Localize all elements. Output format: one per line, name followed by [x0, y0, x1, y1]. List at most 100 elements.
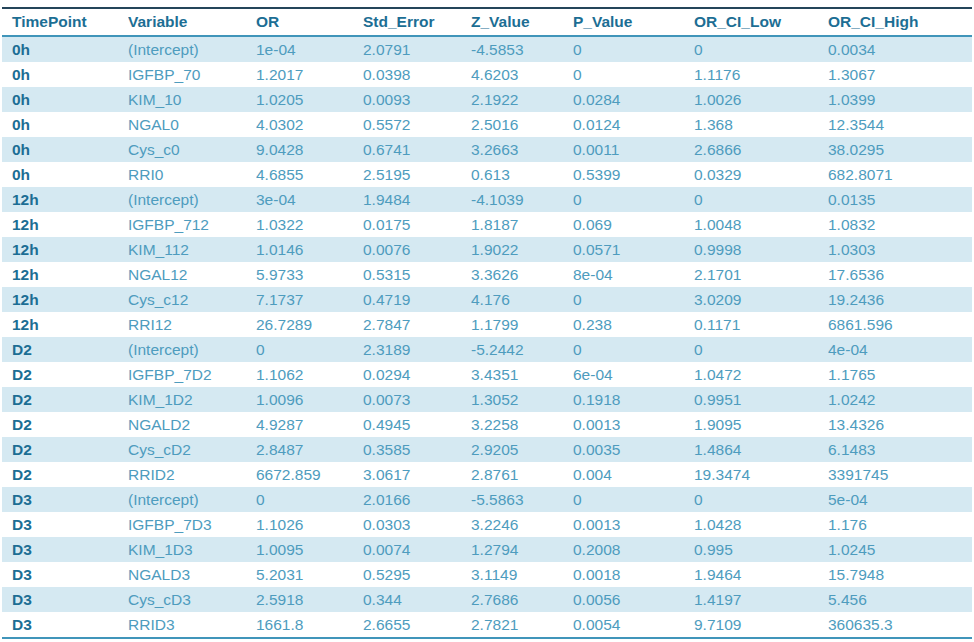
cell-std_error: 2.5195	[363, 162, 471, 187]
cell-or: 1.0095	[256, 537, 363, 562]
cell-or_ci_low: 1.9464	[694, 562, 828, 587]
cell-std_error: 0.4719	[363, 287, 471, 312]
cell-p_value: 0.069	[573, 212, 694, 237]
cell-or_ci_low: 2.1701	[694, 262, 828, 287]
cell-or: 0	[256, 337, 363, 362]
table-row: 0h(Intercept)1e-042.0791-4.5853000.0034	[2, 36, 972, 62]
cell-z_value: 2.8761	[471, 462, 573, 487]
cell-z_value: -5.2442	[471, 337, 573, 362]
table-row: D2Cys_cD22.84870.35852.92050.00351.48646…	[2, 437, 972, 462]
cell-std_error: 2.3189	[363, 337, 471, 362]
cell-std_error: 0.0398	[363, 62, 471, 87]
cell-z_value: 1.1799	[471, 312, 573, 337]
cell-std_error: 0.0076	[363, 237, 471, 262]
cell-timepoint: D3	[2, 612, 128, 638]
cell-variable: Cys_cD2	[128, 437, 256, 462]
table-row: D2(Intercept)02.3189-5.2442004e-04	[2, 337, 972, 362]
cell-p_value: 0.238	[573, 312, 694, 337]
cell-or_ci_low: 0.1171	[694, 312, 828, 337]
cell-timepoint: D2	[2, 462, 128, 487]
cell-timepoint: D3	[2, 487, 128, 512]
cell-variable: IGFBP_712	[128, 212, 256, 237]
cell-std_error: 0.4945	[363, 412, 471, 437]
cell-variable: (Intercept)	[128, 36, 256, 62]
cell-timepoint: D3	[2, 562, 128, 587]
cell-or_ci_high: 13.4326	[828, 412, 972, 437]
cell-z_value: 4.176	[471, 287, 573, 312]
cell-timepoint: 12h	[2, 212, 128, 237]
cell-or_ci_high: 19.2436	[828, 287, 972, 312]
cell-or: 6672.859	[256, 462, 363, 487]
cell-timepoint: D2	[2, 437, 128, 462]
cell-or: 5.9733	[256, 262, 363, 287]
cell-or: 1.2017	[256, 62, 363, 87]
cell-p_value: 0.0013	[573, 412, 694, 437]
cell-or_ci_low: 1.0428	[694, 512, 828, 537]
table-row: 0hRRI04.68552.51950.6130.53990.0329682.8…	[2, 162, 972, 187]
col-header-timepoint: TimePoint	[2, 8, 128, 36]
cell-or: 1.1062	[256, 362, 363, 387]
cell-p_value: 0.004	[573, 462, 694, 487]
cell-or: 1.0322	[256, 212, 363, 237]
col-header-or: OR	[256, 8, 363, 36]
cell-z_value: -4.5853	[471, 36, 573, 62]
cell-or: 4.9287	[256, 412, 363, 437]
cell-variable: KIM_112	[128, 237, 256, 262]
cell-variable: NGAL12	[128, 262, 256, 287]
cell-timepoint: 12h	[2, 287, 128, 312]
cell-or_ci_low: 19.3474	[694, 462, 828, 487]
cell-z_value: 3.2663	[471, 137, 573, 162]
cell-or_ci_high: 1.0242	[828, 387, 972, 412]
cell-p_value: 0.1918	[573, 387, 694, 412]
cell-std_error: 0.6741	[363, 137, 471, 162]
cell-z_value: 3.1149	[471, 562, 573, 587]
cell-timepoint: 12h	[2, 262, 128, 287]
cell-z_value: 1.2794	[471, 537, 573, 562]
table-row: 12hIGFBP_7121.03220.01751.81870.0691.004…	[2, 212, 972, 237]
cell-z_value: 3.3626	[471, 262, 573, 287]
cell-or: 4.6855	[256, 162, 363, 187]
cell-or_ci_high: 1.0832	[828, 212, 972, 237]
cell-or: 1.0205	[256, 87, 363, 112]
cell-variable: NGAL0	[128, 112, 256, 137]
cell-variable: RRI0	[128, 162, 256, 187]
cell-timepoint: D3	[2, 537, 128, 562]
col-header-or-ci-low: OR_CI_Low	[694, 8, 828, 36]
cell-z_value: 3.2258	[471, 412, 573, 437]
cell-or_ci_high: 38.0295	[828, 137, 972, 162]
cell-std_error: 0.5315	[363, 262, 471, 287]
cell-p_value: 0.0571	[573, 237, 694, 262]
cell-or_ci_high: 1.1765	[828, 362, 972, 387]
cell-or_ci_low: 1.9095	[694, 412, 828, 437]
cell-variable: (Intercept)	[128, 337, 256, 362]
cell-timepoint: D3	[2, 587, 128, 612]
table-row: 0hNGAL04.03020.55722.50160.01241.36812.3…	[2, 112, 972, 137]
cell-or_ci_high: 15.7948	[828, 562, 972, 587]
cell-timepoint: 0h	[2, 36, 128, 62]
cell-or: 5.2031	[256, 562, 363, 587]
cell-timepoint: D3	[2, 512, 128, 537]
cell-p_value: 0.0054	[573, 612, 694, 638]
cell-variable: IGFBP_70	[128, 62, 256, 87]
cell-p_value: 0.0018	[573, 562, 694, 587]
cell-variable: KIM_1D2	[128, 387, 256, 412]
cell-or: 1661.8	[256, 612, 363, 638]
cell-or_ci_low: 1.4864	[694, 437, 828, 462]
cell-or_ci_high: 4e-04	[828, 337, 972, 362]
table-body: 0h(Intercept)1e-042.0791-4.5853000.00340…	[2, 36, 972, 638]
cell-or_ci_low: 0.995	[694, 537, 828, 562]
table-row: 0hCys_c09.04280.67413.26630.00112.686638…	[2, 137, 972, 162]
cell-timepoint: D2	[2, 412, 128, 437]
cell-or: 4.0302	[256, 112, 363, 137]
cell-p_value: 0.0284	[573, 87, 694, 112]
cell-p_value: 0	[573, 287, 694, 312]
cell-or_ci_high: 6861.596	[828, 312, 972, 337]
col-header-variable: Variable	[128, 8, 256, 36]
table-row: D3Cys_cD32.59180.3442.76860.00561.41975.…	[2, 587, 972, 612]
cell-timepoint: D2	[2, 362, 128, 387]
cell-timepoint: 0h	[2, 62, 128, 87]
cell-or_ci_high: 5.456	[828, 587, 972, 612]
table-row: D3(Intercept)02.0166-5.5863005e-04	[2, 487, 972, 512]
col-header-or-ci-high: OR_CI_High	[828, 8, 972, 36]
cell-or: 2.5918	[256, 587, 363, 612]
